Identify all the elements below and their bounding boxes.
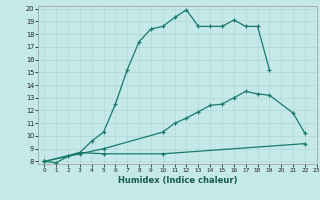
X-axis label: Humidex (Indice chaleur): Humidex (Indice chaleur) (118, 176, 237, 185)
